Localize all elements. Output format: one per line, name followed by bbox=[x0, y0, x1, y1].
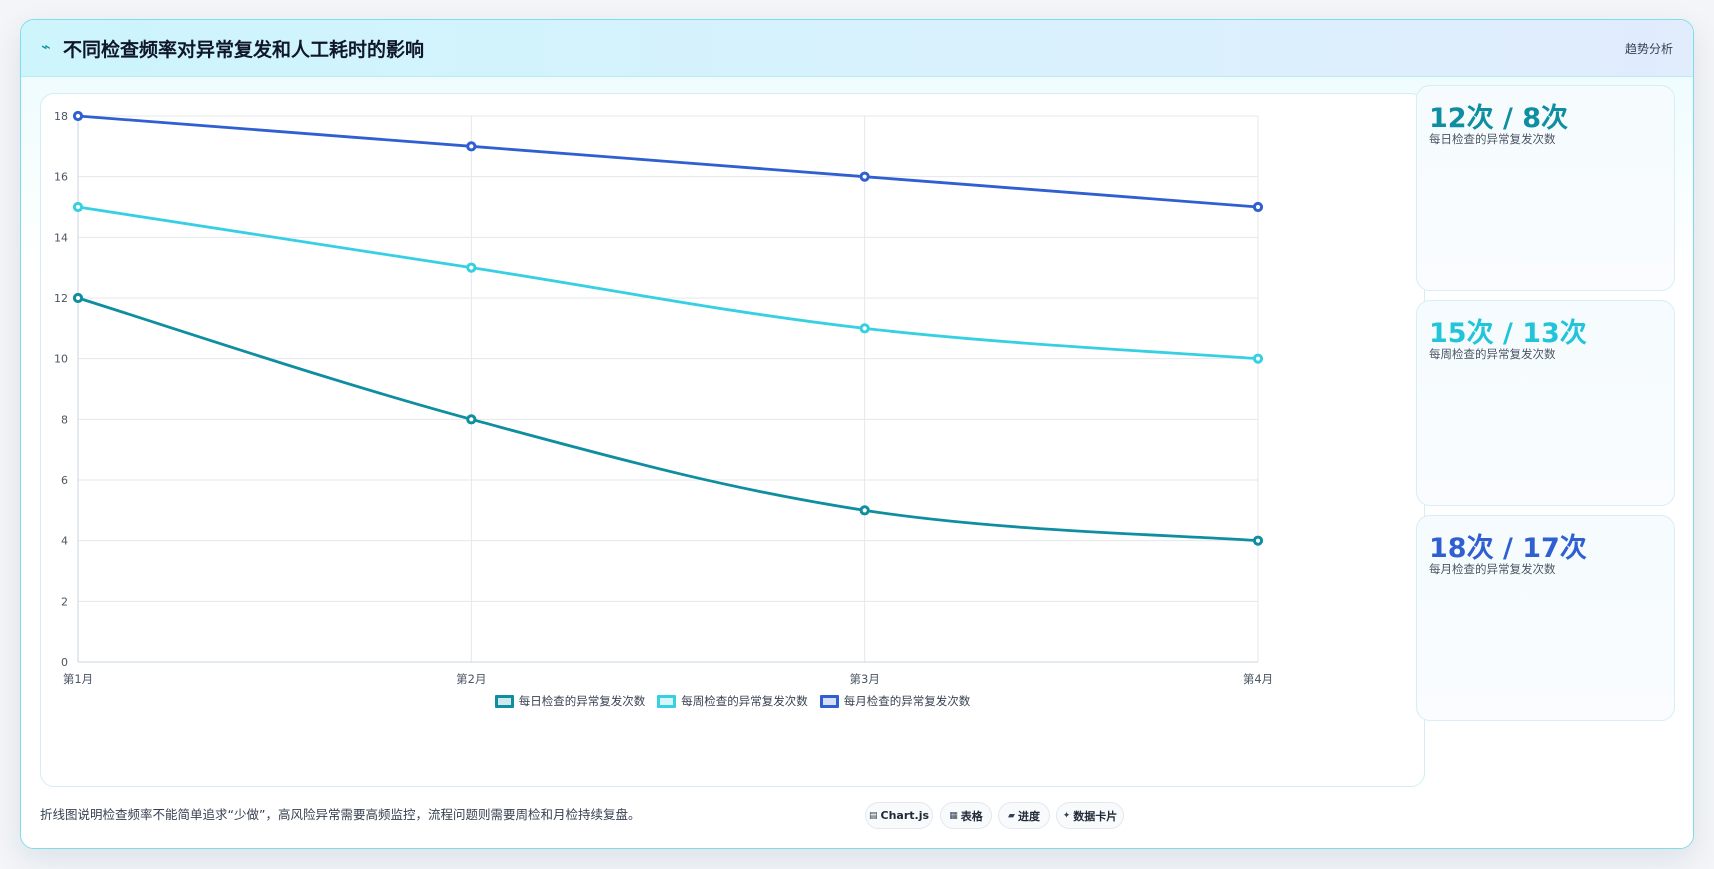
stat-label: 每周检查的异常复发次数 bbox=[1429, 347, 1556, 361]
stat-value: 15次 / 13次 bbox=[1429, 318, 1587, 349]
pill-data-card[interactable]: ✦ 数据卡片 bbox=[1056, 802, 1124, 829]
chart-legend: 每日检查的异常复发次数 每周检查的异常复发次数 每月检查的异常复发次数 bbox=[41, 693, 1424, 709]
pill-progress[interactable]: ▰ 进度 bbox=[998, 802, 1050, 829]
stat-value: 18次 / 17次 bbox=[1429, 533, 1587, 564]
pill-label: Chart.js bbox=[880, 809, 930, 822]
series-line bbox=[77, 114, 1259, 209]
y-tick-label: 16 bbox=[54, 171, 68, 184]
pill-label: 数据卡片 bbox=[1073, 809, 1118, 823]
card-header: ⌁ 不同检查频率对异常复发和人工耗时的影响 趋势分析 bbox=[21, 20, 1693, 77]
stat-label: 每日检查的异常复发次数 bbox=[1429, 132, 1556, 146]
data-point bbox=[859, 505, 870, 516]
series-line bbox=[77, 296, 1259, 543]
data-point bbox=[859, 323, 870, 334]
pill-table[interactable]: ▦ 表格 bbox=[940, 802, 992, 829]
data-point bbox=[1252, 353, 1264, 364]
legend-label: 每周检查的异常复发次数 bbox=[681, 694, 808, 708]
y-tick-label: 0 bbox=[61, 656, 68, 669]
legend-item[interactable]: 每周检查的异常复发次数 bbox=[657, 693, 808, 709]
line-chart: 0 2 4 6 8 10 12 14 16 18 第1月 第2月 第3月 第4月 bbox=[54, 110, 1273, 686]
pill-label: 进度 bbox=[1017, 809, 1040, 823]
legend-label: 每月检查的异常复发次数 bbox=[843, 694, 971, 708]
stat-card-monthly: 18次 / 17次 每月检查的异常复发次数 bbox=[1416, 515, 1675, 721]
chart-icon: ▤ bbox=[868, 810, 878, 821]
data-point bbox=[859, 171, 870, 182]
stat-card-weekly: 15次 / 13次 每周检查的异常复发次数 bbox=[1416, 300, 1675, 506]
data-point bbox=[1252, 535, 1264, 546]
card-icon: ✦ bbox=[1062, 810, 1071, 821]
x-tick-label: 第4月 bbox=[1243, 672, 1273, 686]
trend-badge: 趋势分析 bbox=[1624, 42, 1673, 56]
x-tick-label: 第3月 bbox=[850, 672, 880, 686]
data-point bbox=[466, 141, 477, 152]
y-tick-label: 14 bbox=[54, 231, 68, 244]
legend-item[interactable]: 每月检查的异常复发次数 bbox=[819, 693, 971, 709]
y-tick-label: 8 bbox=[61, 413, 68, 426]
data-point bbox=[72, 201, 84, 213]
data-point bbox=[1252, 201, 1264, 213]
legend-swatch bbox=[657, 694, 677, 708]
progress-icon: ▰ bbox=[1008, 810, 1015, 821]
y-tick-label: 6 bbox=[61, 474, 68, 487]
y-tick-label: 4 bbox=[61, 535, 68, 548]
y-tick-label: 18 bbox=[54, 110, 68, 123]
data-point bbox=[466, 414, 477, 425]
y-tick-label: 10 bbox=[54, 353, 68, 366]
legend-swatch bbox=[494, 694, 514, 708]
data-point bbox=[72, 110, 84, 122]
x-tick-label: 第1月 bbox=[63, 672, 93, 686]
stat-label: 每月检查的异常复发次数 bbox=[1429, 562, 1556, 576]
y-tick-label: 2 bbox=[61, 595, 68, 608]
dashboard-card: ⌁ 不同检查频率对异常复发和人工耗时的影响 趋势分析 0 2 4 6 8 10 12 14 16… bbox=[20, 19, 1694, 849]
y-tick-label: 12 bbox=[54, 292, 68, 305]
legend-swatch bbox=[819, 694, 839, 708]
card-title: 不同检查频率对异常复发和人工耗时的影响 bbox=[63, 39, 425, 61]
x-tick-label: 第2月 bbox=[456, 672, 486, 686]
pill-chartjs[interactable]: ▤ Chart.js bbox=[865, 802, 933, 829]
stat-card-daily: 12次 / 8次 每日检查的异常复发次数 bbox=[1416, 85, 1675, 291]
legend-item[interactable]: 每日检查的异常复发次数 bbox=[494, 693, 646, 709]
table-icon: ▦ bbox=[949, 810, 958, 821]
pill-label: 表格 bbox=[960, 809, 983, 823]
footer-note: 折线图说明检查频率不能简单追求“少做”，高风险异常需要高频监控，流程问题则需要周… bbox=[40, 807, 641, 822]
series-line bbox=[77, 205, 1259, 361]
chart-line-icon: ⌁ bbox=[41, 37, 51, 56]
stat-value: 12次 / 8次 bbox=[1429, 103, 1569, 134]
legend-label: 每日检查的异常复发次数 bbox=[518, 694, 646, 708]
chart-panel: 0 2 4 6 8 10 12 14 16 18 第1月 第2月 第3月 第4月 每日检查的异常复发次数每… bbox=[40, 93, 1425, 787]
data-point bbox=[72, 292, 84, 304]
data-point bbox=[466, 262, 477, 273]
